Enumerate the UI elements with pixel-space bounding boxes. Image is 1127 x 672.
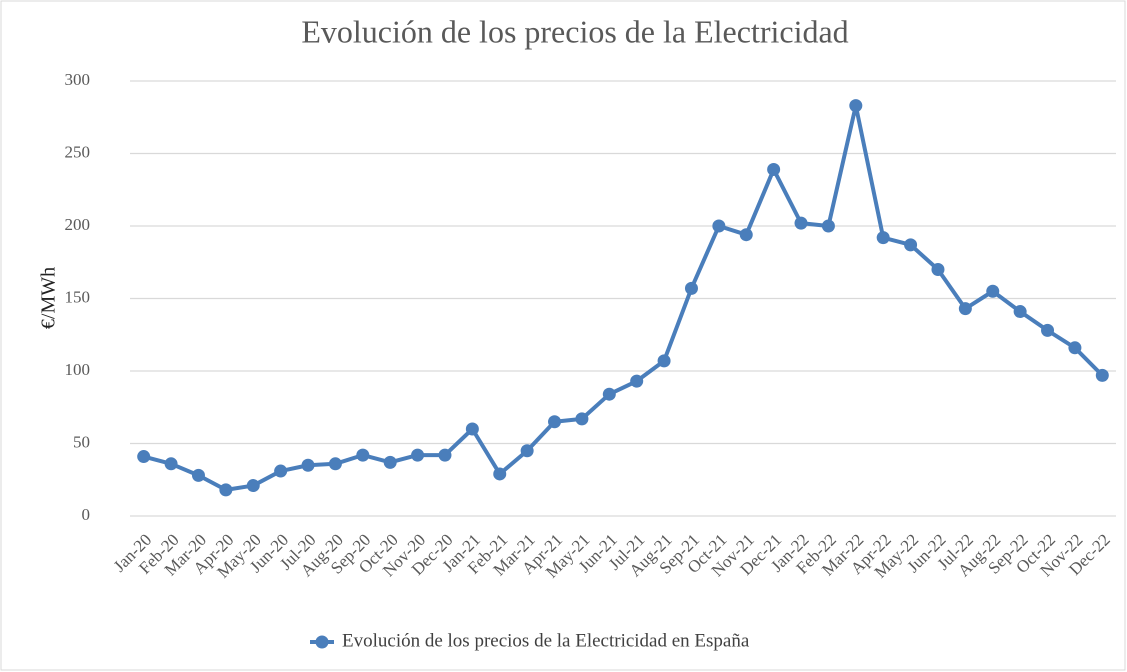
data-point xyxy=(657,354,671,368)
data-point xyxy=(438,448,452,462)
data-point xyxy=(548,415,562,429)
data-point xyxy=(356,448,370,462)
chart-title: Evolución de los precios de la Electrici… xyxy=(301,13,848,49)
data-point xyxy=(520,444,534,458)
data-point xyxy=(712,219,726,233)
y-tick-label: 100 xyxy=(65,360,91,379)
data-point xyxy=(794,216,808,230)
data-point xyxy=(876,231,890,245)
data-point xyxy=(767,162,781,176)
data-point xyxy=(465,422,479,436)
data-point xyxy=(986,284,1000,298)
data-point xyxy=(328,457,342,471)
data-point xyxy=(821,219,835,233)
data-point xyxy=(849,99,863,113)
data-point xyxy=(1041,323,1055,337)
data-point xyxy=(301,458,315,472)
data-point xyxy=(411,448,425,462)
data-point xyxy=(1068,341,1082,355)
y-tick-label: 250 xyxy=(65,142,91,161)
data-point xyxy=(137,450,151,464)
data-point xyxy=(630,374,644,388)
data-point xyxy=(904,238,918,252)
y-tick-label: 150 xyxy=(65,287,91,306)
data-point xyxy=(739,228,753,242)
data-point xyxy=(958,302,972,316)
data-point xyxy=(246,479,260,493)
y-tick-label: 50 xyxy=(73,432,90,451)
data-point xyxy=(1013,305,1027,319)
data-point xyxy=(602,387,616,401)
y-tick-label: 300 xyxy=(65,70,91,89)
legend-marker xyxy=(315,635,329,649)
data-point xyxy=(684,281,698,295)
data-point xyxy=(191,468,205,482)
data-point xyxy=(164,457,178,471)
data-point xyxy=(1095,368,1109,382)
data-point xyxy=(219,483,233,497)
data-point xyxy=(493,467,507,481)
legend-label: Evolución de los precios de la Electrici… xyxy=(342,630,750,651)
y-tick-label: 0 xyxy=(82,505,91,524)
data-point xyxy=(931,263,945,276)
data-point xyxy=(383,455,397,469)
data-point xyxy=(575,412,589,426)
data-point xyxy=(274,464,288,478)
y-axis-label: €/MWh xyxy=(38,267,60,329)
y-tick-label: 200 xyxy=(65,215,91,234)
